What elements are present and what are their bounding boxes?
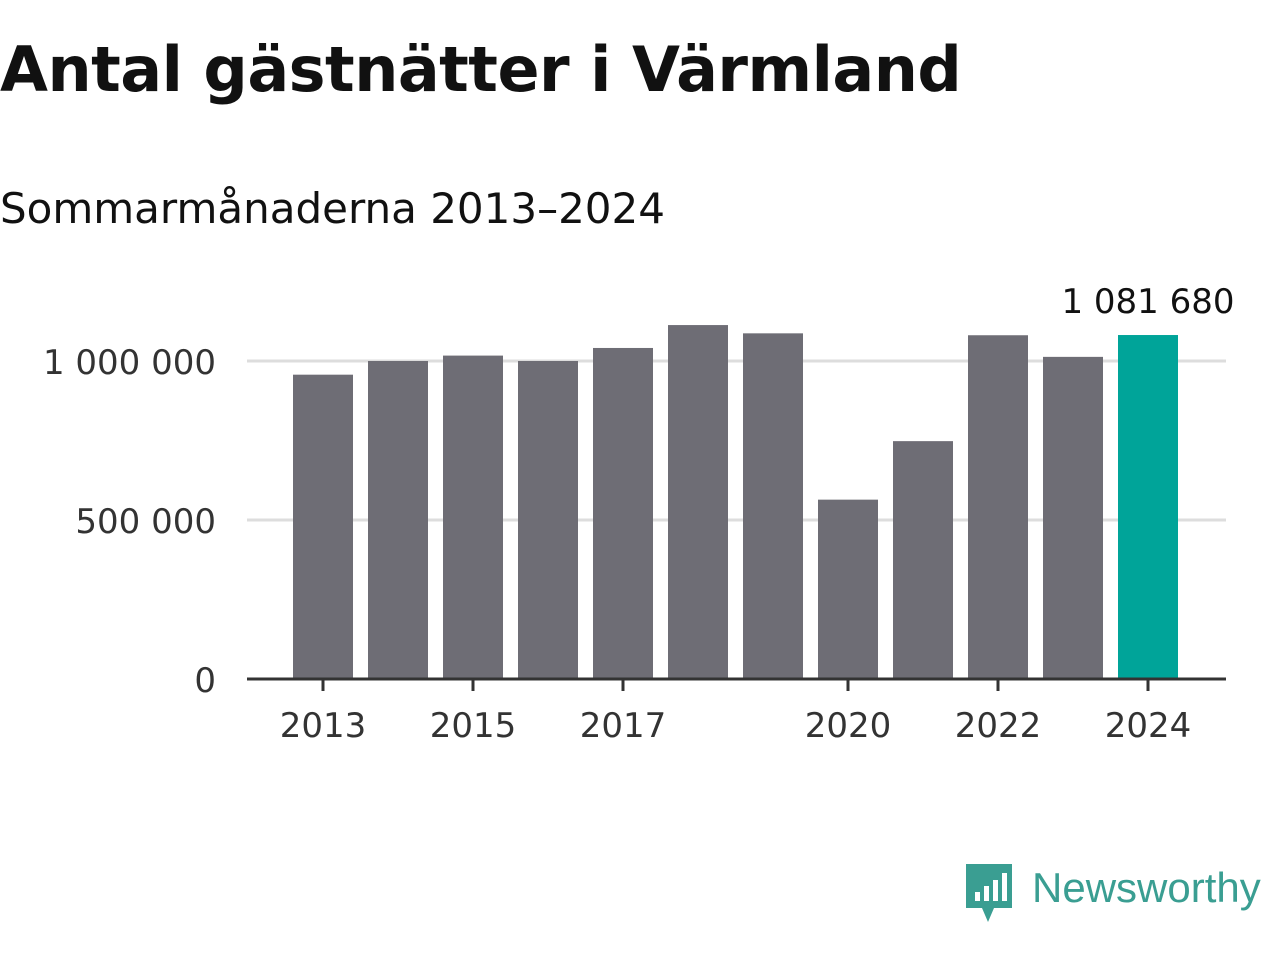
- bar-2022: [968, 335, 1028, 679]
- y-tick-label: 500 000: [75, 502, 216, 542]
- x-tick-label: 2020: [805, 706, 892, 746]
- x-tick-label: 2013: [280, 706, 367, 746]
- x-tick-label: 2015: [430, 706, 517, 746]
- chart-subtitle: Sommarmånaderna 2013–2024: [0, 184, 665, 233]
- x-tick-label: 2022: [955, 706, 1042, 746]
- brand-name: Newsworthy: [1032, 864, 1261, 911]
- bar-2016: [518, 361, 578, 679]
- chart-title: Antal gästnätter i Värmland: [0, 33, 962, 106]
- y-tick-label: 0: [194, 661, 216, 701]
- bar-2014: [368, 361, 428, 679]
- bar-2018: [668, 325, 728, 679]
- highlight-data-label: 1 081 680: [1061, 282, 1234, 322]
- labels: 0 500 000 1 000 000 2013 2015 2017 2020 2022 202…: [43, 282, 1235, 746]
- bar-2019: [743, 333, 803, 679]
- axes: [247, 677, 1226, 691]
- bar-2020: [818, 499, 878, 679]
- x-tick-label: 2017: [580, 706, 667, 746]
- x-tick-label: 2024: [1105, 706, 1192, 746]
- y-tick-label: 1 000 000: [43, 343, 216, 383]
- bar-2021: [893, 441, 953, 679]
- brand-logo: Newsworthy: [964, 862, 1261, 926]
- bars: [293, 325, 1178, 679]
- bar-2023: [1043, 356, 1103, 679]
- bar-2017: [593, 347, 653, 679]
- bar-2013: [293, 374, 353, 679]
- bar-2015: [443, 355, 503, 679]
- bar-2024: [1118, 335, 1178, 679]
- newsworthy-logo-icon: [966, 864, 1012, 922]
